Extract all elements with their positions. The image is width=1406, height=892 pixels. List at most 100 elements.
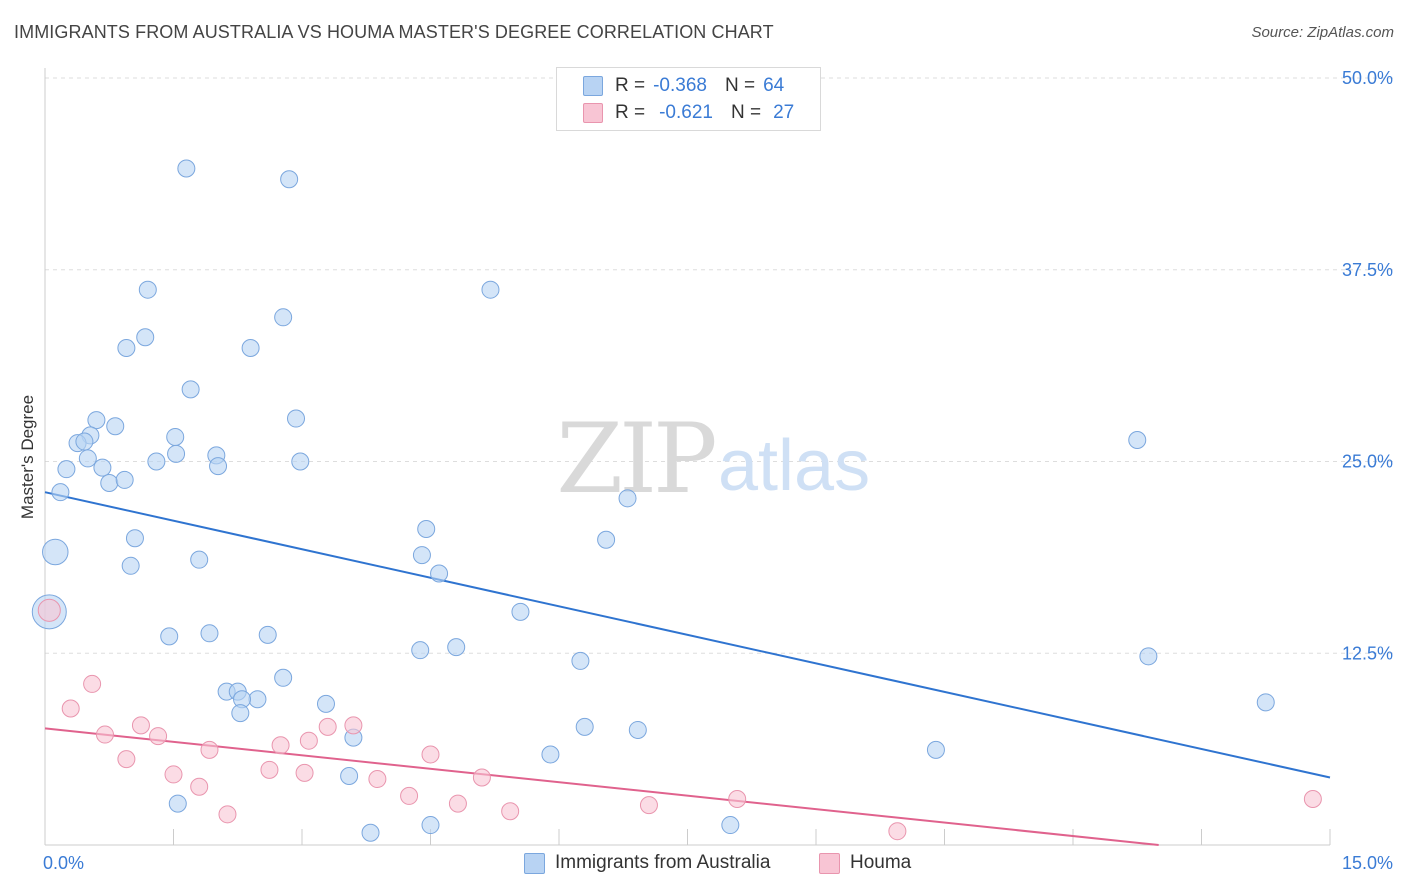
bottom-legend-swatch-pink: [819, 852, 840, 874]
y-tick-label: 25.0%: [1342, 452, 1393, 472]
point-houma: [448, 794, 467, 813]
point-australia: [166, 427, 185, 446]
y-tick-label: 50.0%: [1342, 68, 1393, 88]
point-houma: [728, 789, 747, 808]
watermark-zip: ZIP: [556, 403, 715, 515]
legend-n-value: 27: [773, 102, 795, 123]
bottom-legend-houma: Houma: [819, 852, 911, 874]
watermark: ZIP atlas: [556, 403, 870, 515]
legend-n-label: N =: [724, 75, 756, 96]
gridlines: [45, 77, 1395, 654]
point-australia: [511, 602, 530, 621]
point-australia: [291, 452, 310, 471]
point-australia: [106, 417, 125, 436]
x-tick-label-min: 0.0%: [43, 853, 84, 873]
bottom-legend-label: Houma: [850, 852, 912, 873]
point-houma: [421, 745, 440, 764]
source-credit: Source: ZipAtlas.com: [1251, 24, 1394, 41]
point-australia: [481, 280, 500, 299]
point-houma: [271, 736, 290, 755]
legend-row-australia: R = -0.368 N = 64: [583, 73, 784, 99]
point-australia: [1128, 431, 1147, 450]
point-australia: [721, 816, 740, 835]
trendline-houma: [44, 727, 1159, 846]
point-houma: [501, 802, 520, 821]
axes: [44, 68, 1331, 846]
point-australia: [274, 308, 293, 327]
point-houma: [472, 768, 491, 787]
point-houma: [200, 740, 219, 759]
point-australia: [100, 473, 119, 492]
point-australia: [1256, 693, 1275, 712]
point-australia: [168, 794, 187, 813]
point-australia: [541, 745, 560, 764]
point-australia: [280, 170, 299, 189]
legend-swatch-pink: [583, 103, 603, 123]
point-australia: [447, 638, 466, 657]
point-houma: [83, 674, 102, 693]
bottom-legend-australia: Immigrants from Australia: [524, 852, 770, 874]
point-houma: [95, 725, 114, 744]
point-houma: [299, 731, 318, 750]
point-australia: [231, 704, 250, 723]
point-australia: [42, 538, 69, 566]
y-tick-label: 12.5%: [1342, 643, 1393, 663]
point-australia: [160, 627, 179, 646]
point-australia: [258, 625, 277, 644]
point-australia: [241, 338, 260, 357]
point-australia: [618, 489, 637, 508]
trendlines: [44, 491, 1331, 846]
point-australia: [147, 452, 166, 471]
point-houma: [368, 770, 387, 789]
point-australia: [597, 530, 616, 549]
point-australia: [57, 460, 76, 479]
point-australia: [93, 458, 112, 477]
point-australia: [421, 816, 440, 835]
point-houma: [164, 765, 183, 784]
point-australia: [117, 338, 136, 357]
point-houma: [260, 760, 279, 779]
data-points: [31, 159, 1322, 842]
y-tick-label: 37.5%: [1342, 260, 1393, 280]
point-australia: [115, 470, 134, 489]
point-australia: [411, 641, 430, 660]
point-australia: [167, 444, 186, 463]
point-australia: [200, 624, 219, 643]
point-houma: [131, 716, 150, 735]
point-houma: [37, 598, 61, 622]
chart-title: IMMIGRANTS FROM AUSTRALIA VS HOUMA MASTE…: [14, 22, 774, 42]
point-australia: [340, 766, 359, 785]
point-australia: [125, 529, 144, 548]
legend-n-label: N =: [730, 102, 762, 123]
point-australia: [575, 717, 594, 736]
watermark-atlas: atlas: [718, 426, 870, 506]
point-houma: [888, 822, 907, 841]
legend-r-value: -0.368: [653, 75, 707, 96]
point-australia: [248, 690, 267, 709]
stats-legend: R = -0.368 N = 64 R = -0.621 N = 27: [556, 67, 821, 131]
point-australia: [1139, 647, 1158, 666]
point-houma: [218, 805, 237, 824]
y-axis-label: Master's Degree: [18, 395, 37, 519]
point-australia: [412, 546, 431, 565]
point-australia: [361, 823, 380, 842]
legend-n-value: 64: [763, 75, 785, 96]
point-australia: [274, 668, 293, 687]
point-australia: [417, 519, 436, 538]
point-australia: [177, 159, 196, 178]
point-houma: [149, 727, 168, 746]
point-australia: [75, 432, 94, 451]
legend-r-label: R =: [615, 102, 646, 123]
point-houma: [344, 716, 363, 735]
point-australia: [571, 651, 590, 670]
point-australia: [121, 556, 140, 575]
x-tick-label-max: 15.0%: [1342, 853, 1393, 873]
tick-labels: 12.5% 25.0% 37.5% 50.0% 0.0% 15.0%: [43, 68, 1393, 873]
trendline-australia: [44, 491, 1331, 779]
point-australia: [87, 411, 106, 430]
legend-r-label: R =: [615, 75, 646, 96]
point-australia: [51, 483, 70, 502]
point-australia: [78, 449, 97, 468]
bottom-legend-label: Immigrants from Australia: [555, 852, 771, 873]
